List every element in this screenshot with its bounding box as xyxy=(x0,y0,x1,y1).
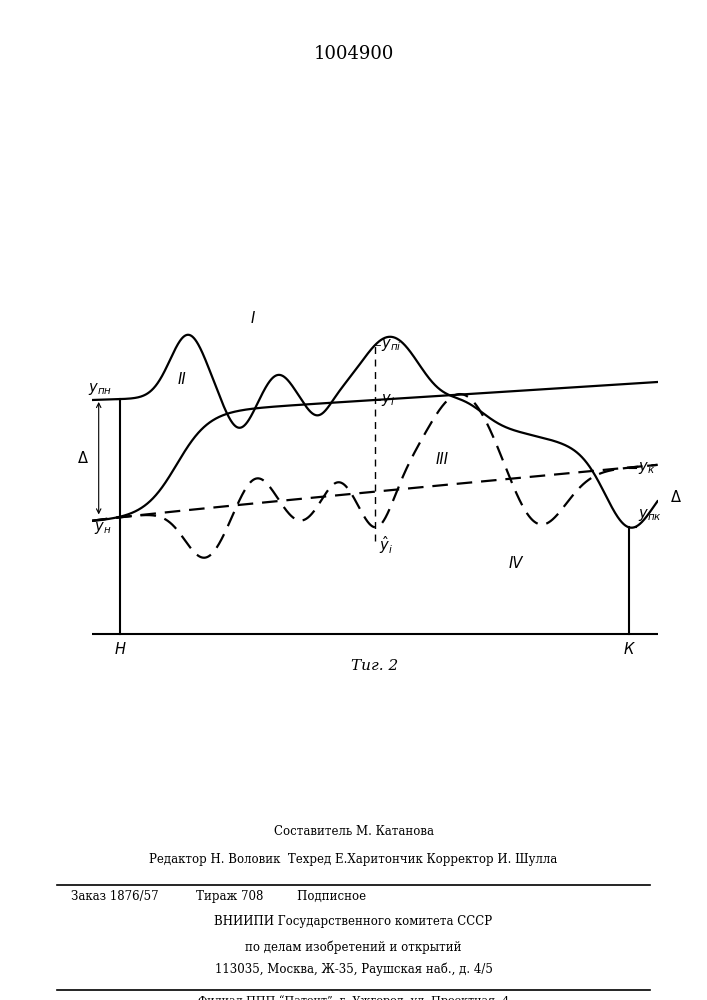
Text: $\Delta$: $\Delta$ xyxy=(77,450,89,466)
Text: $y_{пн}$: $y_{пн}$ xyxy=(88,381,112,397)
Text: III: III xyxy=(436,452,449,468)
Text: Τиг. 2: Τиг. 2 xyxy=(351,659,398,673)
Text: 113035, Москва, Ж-35, Раушская наб., д. 4/5: 113035, Москва, Ж-35, Раушская наб., д. … xyxy=(214,963,493,976)
Text: $y_{н}$: $y_{н}$ xyxy=(94,520,112,536)
Text: $y_{i}$: $y_{i}$ xyxy=(382,392,395,408)
Text: Заказ 1876/57          Тираж 708         Подписное: Заказ 1876/57 Тираж 708 Подписное xyxy=(71,890,366,903)
Text: $y_{к}$: $y_{к}$ xyxy=(638,460,655,476)
Text: $\Delta$: $\Delta$ xyxy=(670,489,682,505)
Text: Н: Н xyxy=(115,642,126,657)
Text: 1004900: 1004900 xyxy=(313,45,394,63)
Text: К: К xyxy=(624,642,634,657)
Text: по делам изобретений и открытий: по делам изобретений и открытий xyxy=(245,940,462,954)
Text: IV: IV xyxy=(509,556,523,571)
Text: $\hat{y}_{i}$: $\hat{y}_{i}$ xyxy=(379,534,393,556)
Text: Редактор Н. Воловик  Техред Е.Харитончик Корректор И. Шулла: Редактор Н. Воловик Техред Е.Харитончик … xyxy=(149,853,558,866)
Text: I: I xyxy=(251,311,255,326)
Text: ВНИИПИ Государственного комитета СССР: ВНИИПИ Государственного комитета СССР xyxy=(214,915,493,928)
Text: Филиал ППП “Патент”, г. Ужгород, ул. Проектная, 4: Филиал ППП “Патент”, г. Ужгород, ул. Про… xyxy=(198,995,509,1000)
Text: II: II xyxy=(178,371,187,386)
Text: Составитель М. Катанова: Составитель М. Катанова xyxy=(274,825,433,838)
Text: $y_{пi}$: $y_{пi}$ xyxy=(382,337,402,353)
Text: $y_{пк}$: $y_{пк}$ xyxy=(638,507,662,523)
